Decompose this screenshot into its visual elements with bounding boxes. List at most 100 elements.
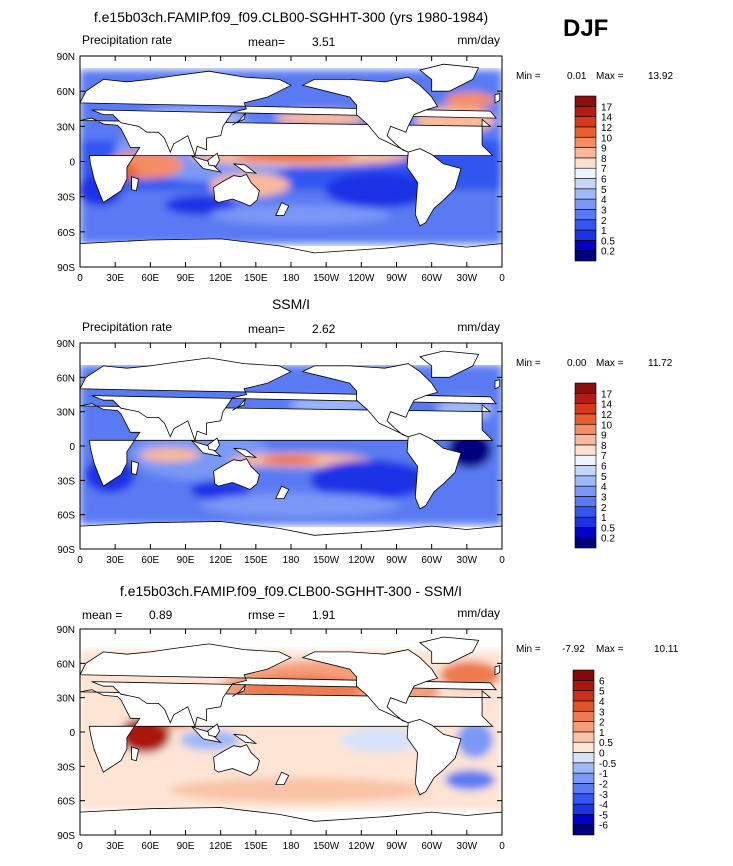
colorbar-swatch [572, 669, 595, 681]
colorbar-label: 6 [599, 676, 605, 687]
land-polygon [494, 379, 501, 390]
colorbar-label: 14 [601, 400, 613, 411]
colorbar-swatch [574, 178, 597, 190]
colorbar-label: 4 [599, 697, 605, 708]
colorbar-swatch [572, 783, 595, 795]
colorbar-swatch [574, 167, 597, 179]
x-tick-label: 90E [177, 841, 195, 852]
y-tick-label: 60N [57, 373, 75, 384]
colorbar-label: -5 [599, 810, 608, 821]
max-label: Max = [596, 71, 624, 82]
land-polygon [213, 173, 260, 207]
x-tick-label: 60W [421, 555, 442, 566]
land-polygon [131, 746, 140, 762]
y-tick-label: 0 [69, 442, 75, 453]
y-tick-label: 60N [57, 87, 75, 98]
panel-ssmi: SSM/I Precipitation rate mean= 2.62 mm/d… [57, 296, 673, 566]
colorbar-label: 4 [601, 482, 607, 493]
x-tick-label: 60E [141, 555, 159, 566]
land-polygon [232, 397, 247, 411]
colorbar-swatch [572, 772, 595, 784]
land-polygon [419, 63, 480, 92]
min-value: 0.01 [567, 71, 587, 82]
colorbar-label: 0.5 [599, 738, 613, 749]
x-tick-label: 60E [141, 273, 159, 284]
x-tick-label: 180 [283, 841, 300, 852]
colorbar-swatch [572, 731, 595, 743]
land-polygon [131, 176, 140, 192]
colorbar-swatch [574, 434, 597, 446]
land-polygon [406, 718, 462, 796]
max-value: 11.72 [648, 358, 673, 369]
y-tick-label: 90S [57, 545, 75, 556]
colorbar-label: 3 [601, 492, 607, 503]
x-tick-label: 30E [106, 841, 124, 852]
colorbar-swatch [574, 444, 597, 456]
land-polygon [233, 447, 258, 458]
x-tick-label: 120E [209, 555, 233, 566]
colorbar-label: 17 [601, 389, 613, 400]
colorbar-swatch [574, 485, 597, 497]
x-tick-label: 150E [244, 273, 268, 284]
x-tick-label: 30E [106, 273, 124, 284]
x-axis: 0 30E 60E 90E 120E 150E 180 150W 120W 90W 60W 30W 0 [77, 343, 505, 566]
colorbar-swatch [572, 710, 595, 722]
x-tick-label: 0 [499, 555, 505, 566]
min-value: -7.92 [562, 644, 585, 655]
left-label: Precipitation rate [82, 320, 172, 334]
colorbar-swatch [572, 824, 595, 836]
colorbar-label: 7 [601, 451, 607, 462]
land-polygon [301, 76, 439, 153]
land-polygon [191, 725, 223, 743]
colorbar-label: 0.2 [601, 247, 615, 258]
max-value: 10.11 [654, 644, 679, 655]
x-tick-label: 0 [77, 841, 83, 852]
x-tick-label: 30W [457, 555, 478, 566]
continents [79, 636, 503, 836]
x-tick-label: 150E [244, 841, 268, 852]
x-tick-label: 120E [209, 273, 233, 284]
x-axis: 0 30E 60E 90E 120E 150E 180 150W 120W 90W 60W 30W 0 [77, 629, 505, 852]
colorbar-label: 5 [599, 687, 605, 698]
colorbar-label: 2 [601, 503, 607, 514]
colorbar-label: 8 [601, 154, 607, 165]
min-label: Min = [516, 358, 541, 369]
colorbar-swatch [574, 516, 597, 528]
x-tick-label: 150W [313, 555, 340, 566]
min-label: Min = [516, 644, 541, 655]
land-polygon [233, 163, 258, 174]
colorbar-swatch [572, 752, 595, 764]
continents [79, 63, 503, 268]
x-tick-label: 120W [348, 555, 375, 566]
x-tick-label: 60E [141, 841, 159, 852]
land-polygon [406, 432, 462, 510]
y-tick-label: 90N [57, 625, 75, 636]
colorbar-label: 1 [601, 226, 607, 237]
land-polygon [301, 363, 439, 438]
colorbar-swatch [574, 423, 597, 435]
land-polygon [191, 439, 223, 457]
x-tick-label: 120W [348, 273, 375, 284]
colorbar-swatch [574, 413, 597, 425]
x-tick-label: 90W [386, 555, 407, 566]
min-label: Min = [516, 71, 541, 82]
colorbar-swatch [572, 721, 595, 733]
colorbar-swatch [572, 803, 595, 815]
colorbar-label: -2 [599, 779, 608, 790]
y-tick-label: 30S [57, 762, 75, 773]
colorbar-label: 7 [601, 164, 607, 175]
rmse-label: rmse = [248, 608, 285, 622]
y-tick-label: 90S [57, 263, 75, 274]
mean-value: 3.51 [312, 35, 336, 49]
colorbar-swatch [572, 700, 595, 712]
colorbar-label: 9 [601, 144, 607, 155]
x-tick-label: 60W [421, 841, 442, 852]
colorbar-label: 14 [601, 113, 613, 124]
colorbar-swatch [574, 116, 597, 128]
y-tick-label: 60S [57, 228, 75, 239]
colorbar-label: 6 [601, 462, 607, 473]
colorbar-label: -6 [599, 821, 608, 832]
y-tick-label: 90S [57, 831, 75, 842]
